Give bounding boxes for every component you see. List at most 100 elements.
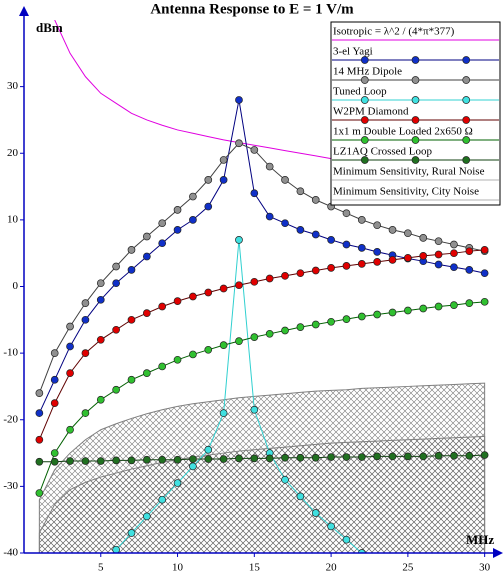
x-tick-label: 5 <box>98 562 104 574</box>
data-point <box>450 249 458 258</box>
data-point <box>173 355 182 364</box>
x-tick-label: 25 <box>402 562 414 574</box>
data-point <box>204 445 213 454</box>
data-point <box>235 281 243 290</box>
plot-area <box>35 20 489 553</box>
data-point <box>127 529 136 537</box>
data-point <box>50 349 59 357</box>
data-point <box>265 329 274 338</box>
data-point <box>173 206 182 214</box>
data-point <box>404 229 412 238</box>
data-point <box>419 452 428 461</box>
data-point <box>265 212 274 221</box>
data-point <box>342 209 351 218</box>
data-point <box>311 320 320 329</box>
legend-marker <box>360 76 369 84</box>
data-point <box>127 375 136 384</box>
data-point <box>112 262 120 271</box>
data-point <box>327 263 335 272</box>
data-point <box>357 244 366 252</box>
data-point <box>357 549 366 553</box>
data-point <box>465 265 474 274</box>
data-point <box>219 341 228 349</box>
data-point <box>142 512 151 521</box>
data-point <box>404 254 412 262</box>
data-point <box>158 219 167 228</box>
data-point <box>373 310 382 319</box>
data-point <box>342 535 351 544</box>
data-point <box>450 240 458 249</box>
data-point <box>388 308 397 317</box>
data-point <box>357 259 366 268</box>
legend-marker <box>411 116 420 124</box>
data-point <box>373 257 382 266</box>
data-point <box>158 495 167 504</box>
y-tick-label: -10 <box>3 347 18 359</box>
legend-marker <box>462 136 471 144</box>
legend-label: 14 MHz Dipole <box>333 66 402 78</box>
data-point <box>35 489 44 497</box>
data-point <box>388 226 397 234</box>
data-point <box>219 156 228 164</box>
data-point <box>419 252 428 260</box>
data-point <box>112 325 120 334</box>
noise-area <box>38 435 486 553</box>
legend-label: Minimum Sensitivity, Rural Noise <box>333 166 485 178</box>
data-point <box>311 266 320 275</box>
legend-marker <box>360 116 369 124</box>
data-point <box>342 240 351 249</box>
data-point <box>450 263 458 272</box>
y-tick-label: -20 <box>3 413 18 425</box>
data-point <box>142 252 151 261</box>
data-point <box>388 256 397 264</box>
data-point <box>327 236 335 244</box>
data-point <box>127 246 136 254</box>
data-point <box>281 271 289 280</box>
data-point <box>158 239 167 248</box>
data-point <box>96 457 105 465</box>
legend-marker <box>360 156 369 164</box>
data-point <box>50 399 59 407</box>
data-point <box>480 297 489 306</box>
data-point <box>327 522 335 531</box>
x-tick-label: 10 <box>172 562 184 574</box>
data-point <box>50 457 59 466</box>
data-point <box>250 333 259 341</box>
data-point <box>373 452 382 461</box>
chart-title: Antenna Response to E = 1 V/m <box>150 1 354 17</box>
data-point <box>434 250 443 259</box>
y-tick-label: 10 <box>7 213 19 225</box>
data-point <box>189 192 197 201</box>
data-point <box>204 202 213 211</box>
legend-marker <box>360 96 369 104</box>
data-point <box>419 304 428 313</box>
data-point <box>419 234 428 242</box>
data-point <box>35 457 44 466</box>
data-point <box>281 219 289 228</box>
data-point <box>142 232 151 241</box>
y-tick-label: 30 <box>7 80 19 92</box>
legend-label: Tuned Loop <box>333 86 387 98</box>
y-tick-label: -40 <box>3 547 18 559</box>
data-point <box>296 492 305 501</box>
data-point <box>50 375 59 384</box>
data-point <box>250 146 259 154</box>
data-point <box>327 453 335 461</box>
data-point <box>450 451 458 460</box>
data-point <box>81 315 90 324</box>
data-point <box>342 261 351 270</box>
data-point <box>450 301 458 310</box>
data-point <box>127 315 136 324</box>
legend-box <box>330 21 501 206</box>
data-point <box>434 260 443 269</box>
data-point <box>265 274 274 283</box>
data-point <box>296 187 305 196</box>
data-point <box>373 221 382 230</box>
data-point <box>81 409 90 417</box>
data-point <box>327 317 335 326</box>
data-point <box>281 475 289 484</box>
data-point <box>235 139 243 148</box>
legend-label: LZ1AQ Crossed Loop <box>333 146 432 158</box>
data-point <box>388 452 397 461</box>
